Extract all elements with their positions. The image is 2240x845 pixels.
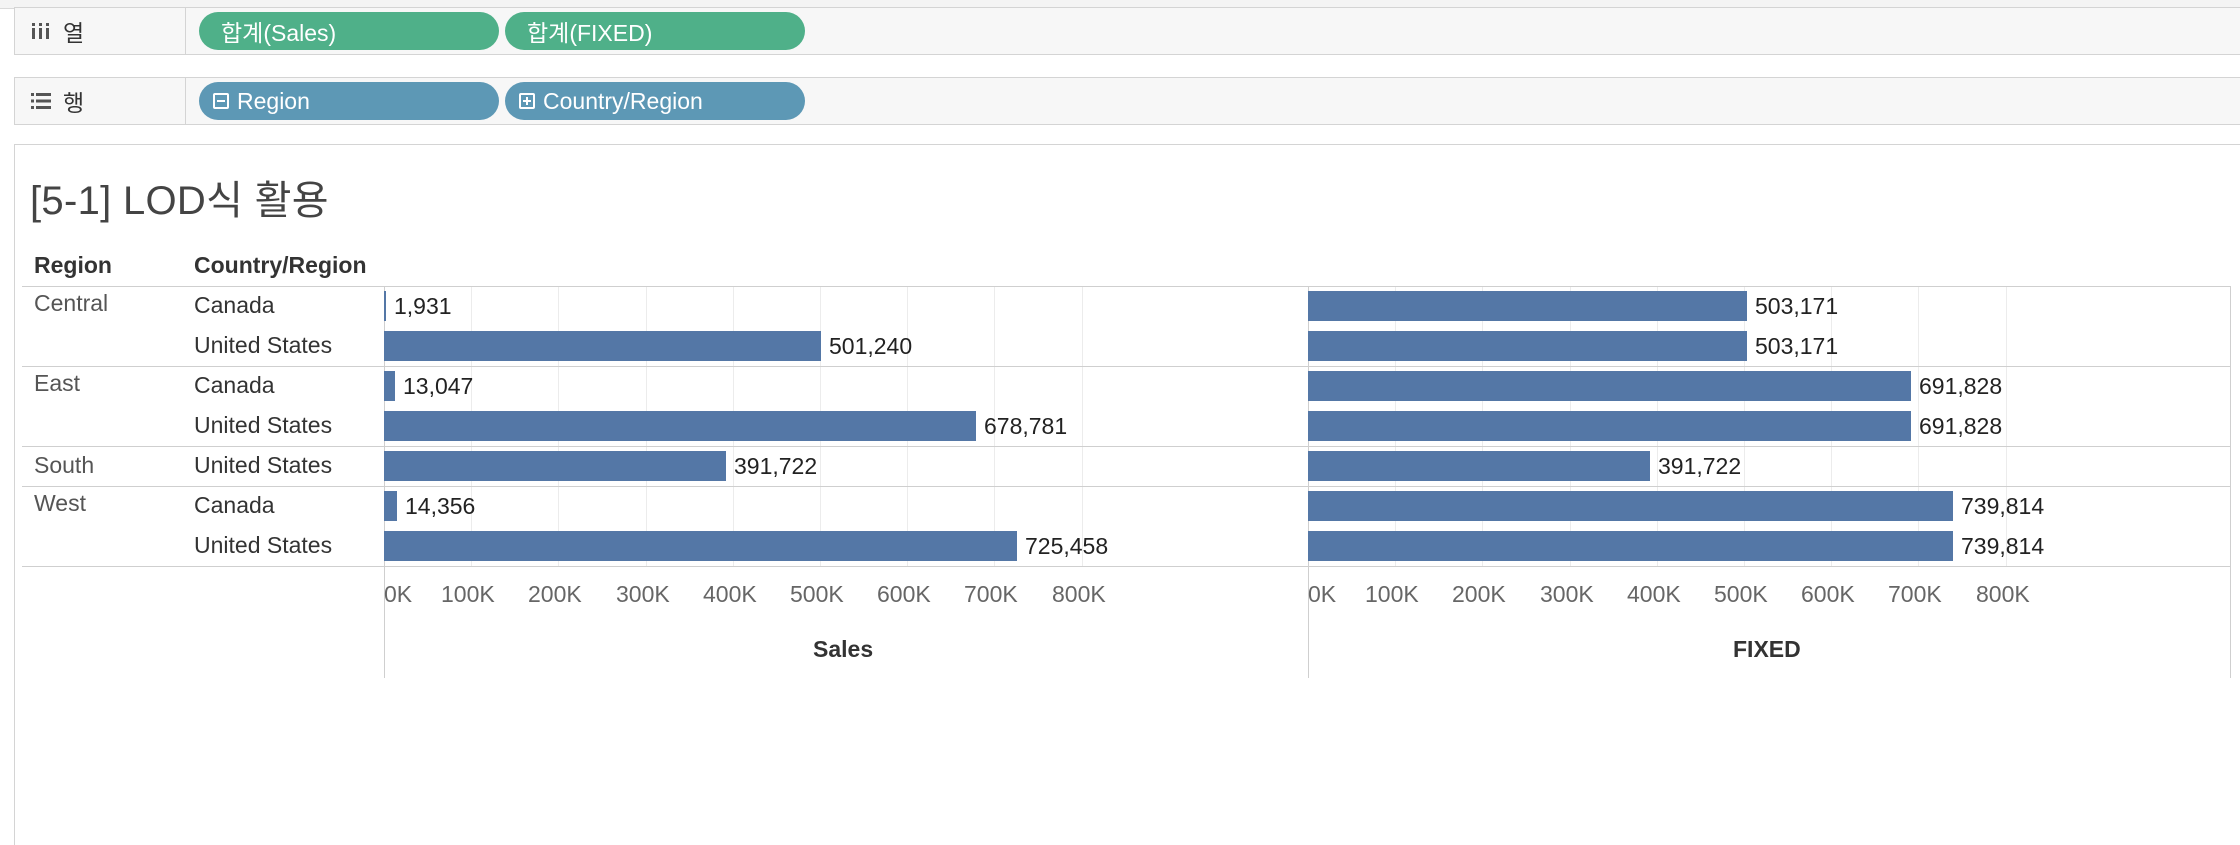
country-label: United States	[194, 532, 333, 558]
region-separator	[22, 286, 2230, 287]
axis-tick-label: 800K	[1052, 581, 1106, 607]
axis-tick-label: 500K	[1714, 581, 1768, 607]
pill-sum-sales[interactable]: 합계(Sales)	[199, 12, 499, 50]
bar-value-label: 13,047	[403, 373, 474, 399]
bar-value-label: 391,722	[1658, 453, 1742, 479]
region-label: South	[34, 452, 95, 478]
rows-icon	[31, 93, 51, 109]
bar-value-label: 1,931	[394, 293, 452, 319]
bar-fixed	[1308, 531, 1953, 561]
pill-country-region[interactable]: Country/Region	[505, 82, 805, 120]
bar-fixed	[1308, 491, 1953, 521]
columns-shelf-label: 열	[15, 8, 186, 54]
country-label: Canada	[194, 372, 275, 398]
bar-fixed	[1308, 411, 1911, 441]
axis-tick-label: 700K	[1888, 581, 1942, 607]
axis-tick-label: 500K	[790, 581, 844, 607]
collapse-icon[interactable]	[213, 93, 229, 109]
bar-value-label: 14,356	[405, 493, 476, 519]
country-label: United States	[194, 332, 333, 358]
gridline	[994, 286, 995, 566]
region-label: East	[34, 370, 81, 396]
bar-sales	[384, 371, 395, 401]
rows-label: 행	[63, 90, 85, 116]
pill-country-region-label: Country/Region	[543, 87, 703, 114]
axis-title-sales: Sales	[813, 636, 874, 662]
region-separator	[22, 446, 2230, 447]
gridline	[1918, 286, 1919, 566]
bar-value-label: 739,814	[1961, 493, 2045, 519]
bar-sales	[384, 411, 976, 441]
country-label: Canada	[194, 292, 275, 318]
axis-title-fixed: FIXED	[1733, 636, 1801, 662]
bar-sales	[384, 331, 821, 361]
bar-value-label: 391,722	[734, 453, 818, 479]
country-label: Canada	[194, 492, 275, 518]
bar-value-label: 503,171	[1755, 293, 1839, 319]
pane-axis-line	[1308, 286, 1309, 678]
axis-tick-label: 400K	[1627, 581, 1681, 607]
axis-tick-label: 200K	[1452, 581, 1506, 607]
country-label: United States	[194, 452, 333, 478]
rows-shelf: 행 Region Country/Region	[14, 77, 2240, 125]
pane-axis-line	[384, 286, 385, 678]
gridline	[1082, 286, 1083, 566]
columns-shelf: 열 합계(Sales) 합계(FIXED)	[14, 7, 2240, 55]
region-label: Central	[34, 290, 109, 316]
bar-value-label: 503,171	[1755, 333, 1839, 359]
axis-tick-label: 700K	[964, 581, 1018, 607]
bar-fixed	[1308, 291, 1747, 321]
sheet-title: [5-1] LOD식 활용	[30, 179, 329, 223]
bar-value-label: 691,828	[1919, 373, 2003, 399]
columns-label: 열	[63, 20, 85, 46]
bar-value-label: 501,240	[829, 333, 913, 359]
bar-fixed	[1308, 371, 1911, 401]
region-separator	[22, 566, 2230, 567]
pane-right-border	[2230, 286, 2231, 678]
pill-sum-sales-label: 합계(Sales)	[221, 20, 337, 46]
bar-fixed	[1308, 331, 1747, 361]
header-country-region: Country/Region	[194, 252, 367, 278]
axis-tick-label: 800K	[1976, 581, 2030, 607]
axis-tick-label: 100K	[441, 581, 495, 607]
region-label: West	[34, 490, 86, 516]
axis-tick-label: 200K	[528, 581, 582, 607]
bar-sales	[384, 531, 1017, 561]
bar-sales	[384, 491, 397, 521]
axis-tick-label: 600K	[1801, 581, 1855, 607]
axis-tick-label: 0K	[1308, 581, 1337, 607]
bar-value-label: 725,458	[1025, 533, 1109, 559]
bar-value-label: 678,781	[984, 413, 1068, 439]
header-region: Region	[34, 252, 112, 278]
pill-sum-fixed-label: 합계(FIXED)	[527, 20, 653, 46]
axis-tick-label: 300K	[616, 581, 670, 607]
pill-region-label: Region	[237, 87, 310, 114]
axis-tick-label: 600K	[877, 581, 931, 607]
bar-fixed	[1308, 451, 1650, 481]
region-separator	[22, 486, 2230, 487]
region-separator	[22, 366, 2230, 367]
pill-sum-fixed[interactable]: 합계(FIXED)	[505, 12, 805, 50]
axis-tick-label: 300K	[1540, 581, 1594, 607]
gridline	[2006, 286, 2007, 566]
country-label: United States	[194, 412, 333, 438]
expand-icon[interactable]	[519, 93, 535, 109]
bar-sales	[384, 291, 386, 321]
pill-region[interactable]: Region	[199, 82, 499, 120]
axis-tick-label: 400K	[703, 581, 757, 607]
bar-value-label: 691,828	[1919, 413, 2003, 439]
columns-icon	[32, 23, 49, 39]
bar-value-label: 739,814	[1961, 533, 2045, 559]
rows-shelf-label: 행	[15, 78, 186, 124]
bar-sales	[384, 451, 726, 481]
axis-tick-label: 100K	[1365, 581, 1419, 607]
axis-tick-label: 0K	[384, 581, 413, 607]
